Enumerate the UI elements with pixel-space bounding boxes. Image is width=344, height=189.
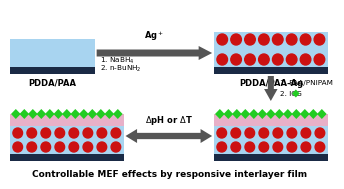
Circle shape [69, 142, 79, 152]
Circle shape [41, 128, 51, 138]
Circle shape [83, 142, 93, 152]
Bar [214, 126, 327, 154]
Polygon shape [62, 109, 72, 119]
Circle shape [300, 34, 311, 45]
Circle shape [217, 142, 227, 152]
Polygon shape [240, 109, 250, 119]
Text: Controllable MEF effects by responsive interlayer film: Controllable MEF effects by responsive i… [32, 170, 307, 179]
Bar [10, 114, 123, 126]
Circle shape [41, 142, 51, 152]
Circle shape [315, 128, 325, 138]
Circle shape [97, 142, 107, 152]
Polygon shape [309, 109, 318, 119]
Polygon shape [97, 46, 212, 60]
Polygon shape [249, 109, 259, 119]
Circle shape [217, 128, 227, 138]
Circle shape [273, 128, 283, 138]
Circle shape [27, 142, 36, 152]
Bar [214, 154, 327, 161]
Polygon shape [87, 109, 97, 119]
Circle shape [272, 34, 283, 45]
Polygon shape [71, 109, 80, 119]
Circle shape [301, 128, 311, 138]
Bar [10, 67, 95, 74]
Circle shape [55, 142, 65, 152]
Circle shape [13, 142, 23, 152]
Text: 2. ICG: 2. ICG [280, 91, 302, 97]
Circle shape [259, 142, 269, 152]
Text: 1. PAA/PNIPAM: 1. PAA/PNIPAM [280, 81, 333, 87]
Polygon shape [292, 90, 300, 98]
Polygon shape [224, 109, 233, 119]
Text: Ag$^+$: Ag$^+$ [144, 29, 164, 43]
Text: $\Delta$pH or $\Delta$T: $\Delta$pH or $\Delta$T [145, 114, 193, 127]
Polygon shape [232, 109, 241, 119]
Bar [214, 32, 327, 67]
Circle shape [287, 142, 297, 152]
Circle shape [13, 128, 23, 138]
Circle shape [259, 128, 269, 138]
Circle shape [55, 128, 65, 138]
Circle shape [245, 54, 255, 65]
Polygon shape [317, 109, 327, 119]
Polygon shape [126, 129, 212, 143]
Circle shape [245, 142, 255, 152]
Circle shape [301, 142, 311, 152]
Circle shape [231, 142, 240, 152]
Circle shape [314, 34, 325, 45]
Polygon shape [275, 109, 284, 119]
Circle shape [314, 54, 325, 65]
Polygon shape [96, 109, 106, 119]
Circle shape [272, 54, 283, 65]
Text: PDDA/PAA-Ag: PDDA/PAA-Ag [239, 78, 303, 88]
Circle shape [245, 128, 255, 138]
Polygon shape [45, 109, 55, 119]
Circle shape [231, 54, 241, 65]
Circle shape [231, 34, 241, 45]
Polygon shape [266, 109, 276, 119]
Polygon shape [264, 76, 278, 101]
Circle shape [217, 54, 227, 65]
Polygon shape [54, 109, 63, 119]
Polygon shape [105, 109, 114, 119]
Polygon shape [79, 109, 89, 119]
Circle shape [97, 128, 107, 138]
Circle shape [69, 128, 79, 138]
Circle shape [245, 34, 255, 45]
Circle shape [111, 128, 121, 138]
Polygon shape [258, 109, 267, 119]
Bar [10, 154, 123, 161]
Circle shape [111, 142, 121, 152]
Bar [214, 114, 327, 126]
Bar [10, 39, 95, 67]
Circle shape [273, 142, 283, 152]
Bar [214, 67, 327, 74]
Text: 2. n-BuNH$_2$: 2. n-BuNH$_2$ [100, 64, 142, 74]
Polygon shape [113, 109, 122, 119]
Polygon shape [28, 109, 37, 119]
Polygon shape [11, 109, 21, 119]
Circle shape [231, 128, 240, 138]
Circle shape [315, 142, 325, 152]
Text: PDDA/PAA: PDDA/PAA [28, 78, 76, 88]
Text: 1. NaBH$_4$: 1. NaBH$_4$ [100, 56, 135, 66]
Circle shape [287, 128, 297, 138]
Polygon shape [300, 109, 310, 119]
Circle shape [83, 128, 93, 138]
Circle shape [27, 128, 36, 138]
Circle shape [259, 54, 269, 65]
Bar [10, 126, 123, 154]
Circle shape [286, 54, 297, 65]
Circle shape [259, 34, 269, 45]
Circle shape [286, 34, 297, 45]
Polygon shape [36, 109, 46, 119]
Polygon shape [283, 109, 293, 119]
Polygon shape [20, 109, 29, 119]
Circle shape [217, 34, 227, 45]
Polygon shape [215, 109, 225, 119]
Polygon shape [291, 109, 301, 119]
Circle shape [300, 54, 311, 65]
